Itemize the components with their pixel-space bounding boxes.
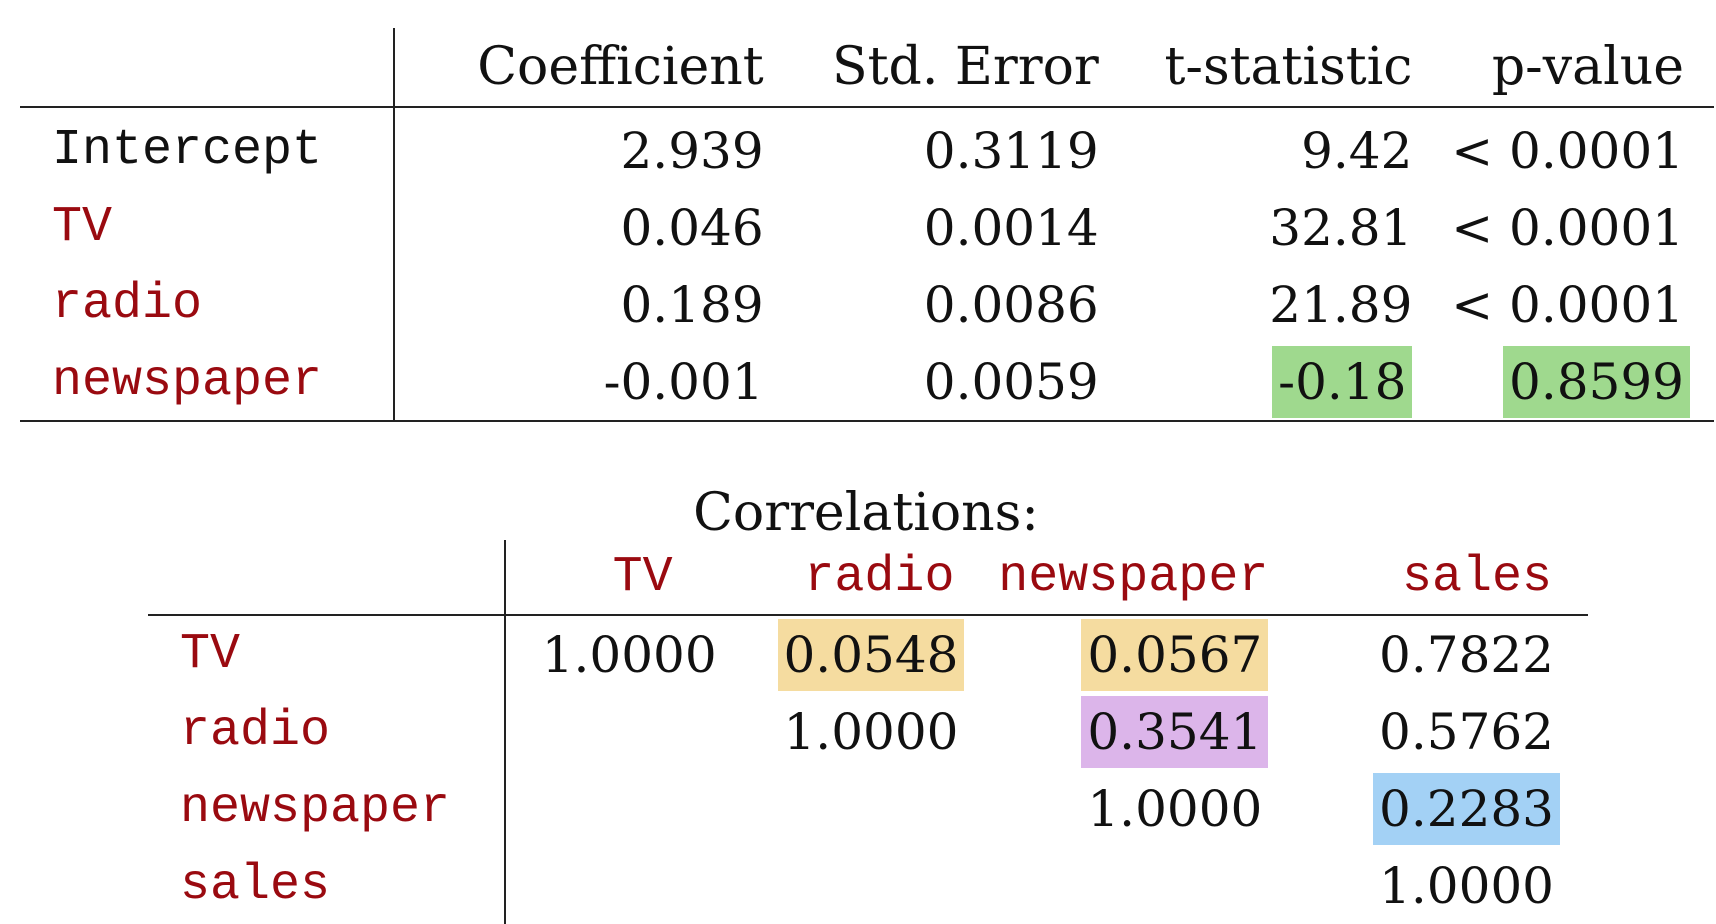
regression-table: Coefficient Std. Error t-statistic p-val… — [20, 28, 1714, 422]
correlation-value: 1.0000 — [1087, 779, 1263, 838]
correlation-cell: 0.0567 — [964, 615, 1269, 693]
column-header-newspaper: newspaper — [964, 540, 1269, 616]
table-row: sales 1.0000 — [148, 847, 1588, 924]
correlation-value: 0.7822 — [1379, 625, 1554, 684]
table-row: radio 1.0000 0.3541 0.5762 — [148, 693, 1588, 770]
p-value-cell: 0.8599 — [1412, 343, 1714, 422]
p-value-value: < 0.0001 — [1451, 121, 1684, 180]
correlation-highlight-blue: 0.2283 — [1373, 772, 1560, 845]
t-statistic-highlight: -0.18 — [1272, 345, 1413, 418]
correlation-value — [505, 770, 723, 847]
correlation-value — [505, 847, 723, 924]
term-label: TV — [20, 189, 395, 266]
regression-header-row: Coefficient Std. Error t-statistic p-val… — [20, 28, 1714, 108]
column-header-radio: radio — [722, 540, 965, 616]
table-row: newspaper 1.0000 0.2283 — [148, 770, 1588, 847]
t-statistic-value: 32.81 — [1269, 198, 1413, 257]
header-coefficient: Coefficient — [393, 28, 764, 108]
header-p-value: p-value — [1412, 28, 1714, 108]
table-row: newspaper -0.001 0.0059 -0.18 0.8599 — [20, 343, 1714, 422]
std-error-value: 0.0059 — [763, 343, 1099, 422]
correlation-value: 1.0000 — [1379, 856, 1554, 915]
correlations-table: TV radio newspaper sales TV 1.0000 0.054… — [148, 540, 1588, 924]
term-label: Intercept — [20, 107, 395, 189]
row-label: TV — [148, 615, 506, 693]
correlation-value: 1.0000 — [541, 625, 717, 684]
table-row: Intercept 2.939 0.3119 9.42 < 0.0001 — [20, 107, 1714, 189]
coefficient-value: 0.189 — [620, 275, 764, 334]
correlation-value: 0.5762 — [1379, 702, 1554, 761]
correlation-value: 1.0000 — [783, 702, 959, 761]
header-t-statistic: t-statistic — [1098, 28, 1413, 108]
term-label: newspaper — [20, 343, 395, 422]
row-label: sales — [148, 847, 506, 924]
std-error-value: 0.3119 — [923, 121, 1099, 180]
correlation-highlight-purple: 0.3541 — [1081, 695, 1269, 768]
coefficient-value: -0.001 — [393, 343, 764, 422]
correlations-title: Correlations: — [693, 483, 1039, 543]
p-value-value: < 0.0001 — [1451, 198, 1684, 257]
row-label: newspaper — [148, 770, 506, 847]
correlations-header-row: TV radio newspaper sales — [148, 540, 1588, 616]
t-statistic-value: 21.89 — [1269, 275, 1413, 334]
correlations-header-corner — [148, 540, 506, 616]
t-statistic-cell: -0.18 — [1098, 343, 1413, 422]
table-row: TV 1.0000 0.0548 0.0567 0.7822 — [148, 615, 1588, 693]
correlation-value — [505, 693, 723, 770]
coefficient-value: 2.939 — [620, 121, 764, 180]
p-value-highlight: 0.8599 — [1503, 345, 1690, 418]
row-label: radio — [148, 693, 506, 770]
correlation-value — [964, 847, 1268, 924]
term-label: radio — [20, 266, 395, 343]
correlation-highlight-yellow: 0.0567 — [1081, 618, 1269, 691]
column-header-sales: sales — [1268, 540, 1588, 616]
t-statistic-value: 9.42 — [1301, 121, 1413, 180]
correlation-highlight-yellow: 0.0548 — [777, 618, 965, 691]
std-error-value: 0.0014 — [923, 198, 1099, 257]
header-std-error: Std. Error — [763, 28, 1099, 108]
correlation-value — [723, 847, 965, 924]
table-row: TV 0.046 0.0014 32.81 < 0.0001 — [20, 189, 1714, 266]
correlation-cell: 0.2283 — [1268, 770, 1588, 847]
correlation-value — [723, 770, 965, 847]
column-header-tv: TV — [504, 540, 723, 616]
p-value-value: < 0.0001 — [1451, 275, 1684, 334]
table-row: radio 0.189 0.0086 21.89 < 0.0001 — [20, 266, 1714, 343]
std-error-value: 0.0086 — [923, 275, 1099, 334]
correlation-cell: 0.0548 — [723, 615, 965, 693]
correlation-cell: 0.3541 — [964, 693, 1269, 770]
regression-header-corner — [20, 28, 395, 108]
coefficient-value: 0.046 — [620, 198, 764, 257]
